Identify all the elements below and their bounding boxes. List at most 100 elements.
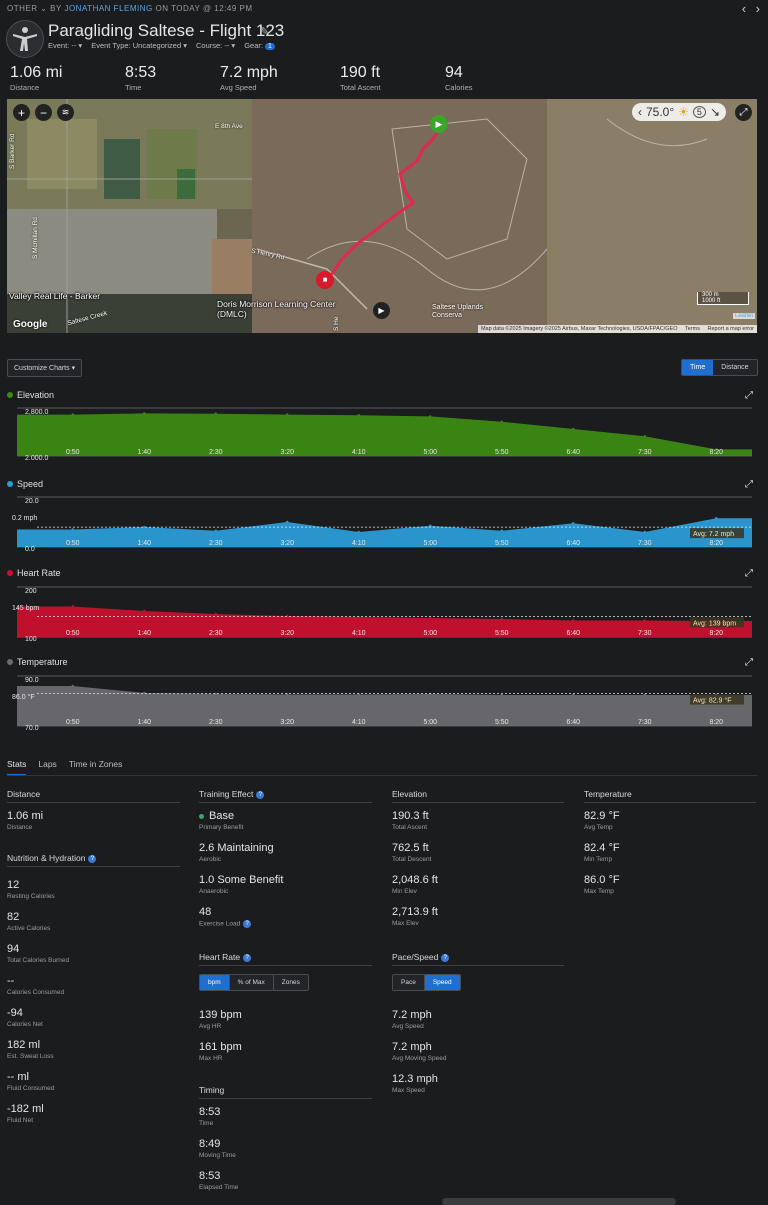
stats-elevation-section: Elevation 190.3 ft Total Ascent 762.5 ft T… bbox=[392, 789, 564, 927]
x-tick-label: 1:40 bbox=[137, 630, 151, 637]
terms-link[interactable]: Terms bbox=[685, 326, 700, 332]
finish-marker-icon[interactable]: ■ bbox=[316, 271, 334, 289]
breadcrumb: OTHER ⌄ BY JONATHAN FLEMING ON TODAY @ 1… bbox=[7, 4, 253, 13]
data-point bbox=[143, 525, 146, 529]
edit-pencil-icon[interactable]: ✎ bbox=[260, 26, 270, 38]
stat-label: Fluid Net bbox=[7, 1117, 34, 1124]
chevron-down-icon[interactable]: ⌄ bbox=[40, 4, 48, 13]
legend-dot-icon bbox=[7, 481, 13, 487]
stat-value: 94 bbox=[7, 943, 20, 955]
play-route-button[interactable]: ▶ bbox=[373, 302, 390, 319]
info-icon[interactable]: ? bbox=[243, 953, 252, 962]
stats-pace-speed-section: Pace/Speed? Pace Speed 7.2 mph Avg Speed … bbox=[392, 952, 564, 1094]
section-heading: Distance bbox=[7, 789, 180, 803]
tab-stats[interactable]: Stats bbox=[7, 759, 27, 776]
info-icon[interactable]: ? bbox=[88, 854, 97, 863]
event-dropdown[interactable]: Event: -- ▾ bbox=[48, 41, 83, 50]
customize-charts-button[interactable]: Customize Charts ▾ bbox=[7, 359, 83, 377]
breadcrumb-category[interactable]: OTHER bbox=[7, 4, 38, 13]
summary-calories: 94 Calories bbox=[445, 64, 473, 92]
horizontal-scrollbar[interactable] bbox=[442, 1198, 676, 1205]
stat-label: Total Calories Burned bbox=[7, 957, 70, 964]
tab-time-in-zones[interactable]: Time in Zones bbox=[68, 759, 123, 769]
x-tick-label: 7:30 bbox=[638, 540, 652, 547]
data-point bbox=[71, 413, 74, 416]
x-tick-label: 5:00 bbox=[423, 540, 437, 547]
breadcrumb-user-link[interactable]: JONATHAN FLEMING bbox=[64, 4, 153, 13]
weather-temperature: 75.0° bbox=[646, 105, 675, 119]
route-map[interactable]: + − ≋ ‹ 75.0° ☀ 5 ↘ ⤢ ▶ ■ ▶ E 8th Ave S … bbox=[7, 99, 757, 333]
course-dropdown[interactable]: Course: -- ▾ bbox=[195, 41, 236, 50]
summary-avg-speed: 7.2 mph Avg Speed bbox=[220, 64, 278, 92]
stat-value: 7.2 mph bbox=[392, 1009, 432, 1021]
activity-type-icon bbox=[6, 20, 44, 58]
event-type-dropdown[interactable]: Event Type: Uncategorized ▾ bbox=[91, 41, 187, 50]
leaflet-link[interactable]: Leaflet bbox=[732, 313, 755, 319]
legend-dot-icon bbox=[7, 570, 13, 576]
heart-rate-chart-title: Heart Rate bbox=[7, 568, 61, 578]
data-point bbox=[143, 691, 146, 695]
zoom-in-button[interactable]: + bbox=[13, 104, 30, 121]
expand-chart-icon[interactable]: ⤢ bbox=[745, 568, 753, 579]
stat-label: Exercise Load? bbox=[199, 920, 372, 928]
stat-label: Moving Time bbox=[199, 1152, 236, 1159]
x-tick-label: 6:40 bbox=[566, 630, 580, 637]
speed-toggle[interactable]: Speed bbox=[424, 975, 460, 990]
time-toggle[interactable]: Time bbox=[682, 360, 714, 375]
next-arrow-icon[interactable]: › bbox=[755, 1, 760, 16]
stat-value: 82 bbox=[7, 911, 20, 923]
x-tick-label: 3:20 bbox=[280, 449, 294, 456]
stats-tabs: Stats Laps Time in Zones bbox=[7, 759, 122, 776]
elevation-chart[interactable]: 0:50 1:40 2:30 3:20 4:10 5:00 5:50 6:40 7:30 8:20… bbox=[7, 404, 757, 460]
distance-toggle[interactable]: Distance bbox=[713, 360, 757, 375]
heart-rate-unit-toggle: bpm % of Max Zones bbox=[199, 974, 309, 991]
stat-label: Distance bbox=[7, 824, 33, 831]
previous-arrow-icon[interactable]: ‹ bbox=[741, 1, 747, 16]
y-tick-label: 20.0 bbox=[25, 498, 39, 505]
x-tick-label: 4:10 bbox=[352, 540, 366, 547]
tab-laps[interactable]: Laps bbox=[38, 759, 57, 769]
data-point bbox=[643, 530, 646, 534]
data-point bbox=[643, 435, 646, 438]
report-map-error-link[interactable]: Report a map error bbox=[707, 326, 754, 332]
percent-max-toggle[interactable]: % of Max bbox=[229, 975, 274, 990]
summary-total-ascent: 190 ft Total Ascent bbox=[340, 64, 381, 92]
chevron-left-icon[interactable]: ‹ bbox=[638, 105, 642, 119]
zoom-out-button[interactable]: − bbox=[35, 104, 52, 121]
map-label-barker: Valley Real Life - Barker bbox=[9, 291, 101, 301]
x-tick-label: 8:20 bbox=[709, 449, 723, 456]
layers-icon[interactable]: ≋ bbox=[57, 104, 74, 121]
fullscreen-map-icon[interactable]: ⤢ bbox=[735, 104, 752, 121]
start-marker-icon[interactable]: ▶ bbox=[430, 115, 448, 133]
expand-chart-icon[interactable]: ⤢ bbox=[745, 390, 753, 401]
x-tick-label: 2:30 bbox=[209, 449, 223, 456]
bpm-toggle[interactable]: bpm bbox=[200, 975, 230, 990]
x-tick-label: 0:50 bbox=[66, 540, 80, 547]
stat-value: 82.9 °F bbox=[584, 810, 620, 822]
y-tick-label: 100 bbox=[25, 636, 37, 641]
x-tick-label: 4:10 bbox=[352, 630, 366, 637]
data-point bbox=[500, 529, 503, 532]
weather-widget[interactable]: ‹ 75.0° ☀ 5 ↘ bbox=[632, 103, 726, 121]
heart-rate-chart[interactable]: 0:50 1:40 2:30 3:20 4:10 5:00 5:50 6:40 7:30 8:20… bbox=[7, 583, 757, 641]
stat-value: 1.0 Some Benefit bbox=[199, 874, 284, 886]
info-icon[interactable]: ? bbox=[243, 920, 252, 928]
expand-chart-icon[interactable]: ⤢ bbox=[745, 657, 753, 668]
map-label-rd-sm: S Mcmillan Rd bbox=[32, 217, 39, 259]
info-icon[interactable]: ? bbox=[256, 790, 265, 799]
stat-value: 190.3 ft bbox=[392, 810, 429, 822]
x-tick-label: 4:10 bbox=[352, 719, 366, 726]
x-tick-label: 0:50 bbox=[66, 719, 80, 726]
series-area bbox=[17, 686, 752, 726]
temperature-chart[interactable]: 0:50 1:40 2:30 3:20 4:10 5:00 5:50 6:40 7:30 8:20… bbox=[7, 672, 757, 730]
pace-toggle[interactable]: Pace bbox=[393, 975, 425, 990]
stat-label: Max Temp bbox=[584, 888, 614, 895]
zones-toggle[interactable]: Zones bbox=[273, 975, 308, 990]
info-icon[interactable]: ? bbox=[441, 953, 450, 962]
data-point bbox=[429, 616, 432, 620]
expand-chart-icon[interactable]: ⤢ bbox=[745, 479, 753, 490]
summary-distance: 1.06 mi Distance bbox=[10, 64, 63, 92]
speed-chart[interactable]: 0:50 1:40 2:30 3:20 4:10 5:00 5:50 6:40 7:30 8:20… bbox=[7, 493, 757, 551]
gear-selector[interactable]: Gear: 1 bbox=[244, 41, 275, 50]
stat-label: Active Calories bbox=[7, 925, 51, 932]
